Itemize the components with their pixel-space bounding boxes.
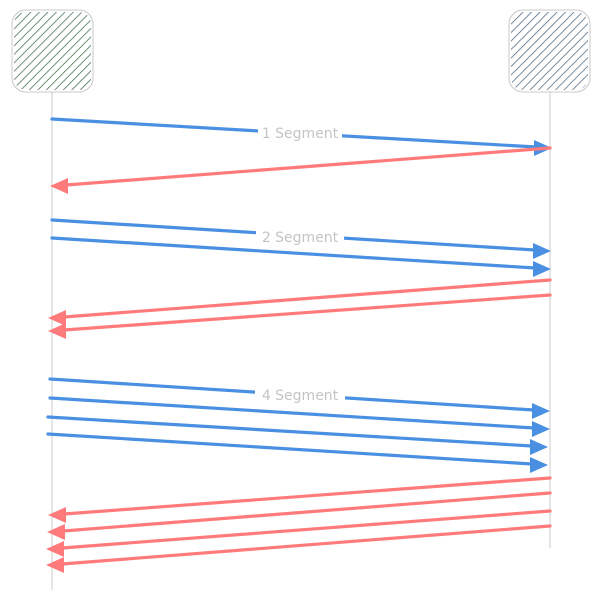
round-3: 4 Segment	[46, 377, 552, 573]
ack-arrow	[47, 491, 552, 540]
ack-arrow	[48, 476, 552, 523]
ack-arrow	[48, 278, 552, 326]
ack-arrow	[46, 524, 552, 573]
round-label-3: 4 Segment	[262, 388, 339, 404]
segment-arrow	[46, 432, 548, 473]
round-1: 1 Segment	[50, 117, 552, 194]
participant-left	[11, 9, 94, 93]
participant-right	[508, 9, 591, 93]
segment-arrow	[50, 236, 551, 277]
ack-arrow	[50, 146, 552, 194]
round-label-1: 1 Segment	[262, 126, 339, 142]
round-2: 2 Segment	[48, 218, 552, 339]
segment-arrow	[48, 396, 550, 437]
segment-arrow	[46, 415, 548, 455]
round-label-2: 2 Segment	[262, 230, 339, 246]
ack-arrow	[46, 509, 552, 557]
ack-arrow	[48, 293, 552, 339]
